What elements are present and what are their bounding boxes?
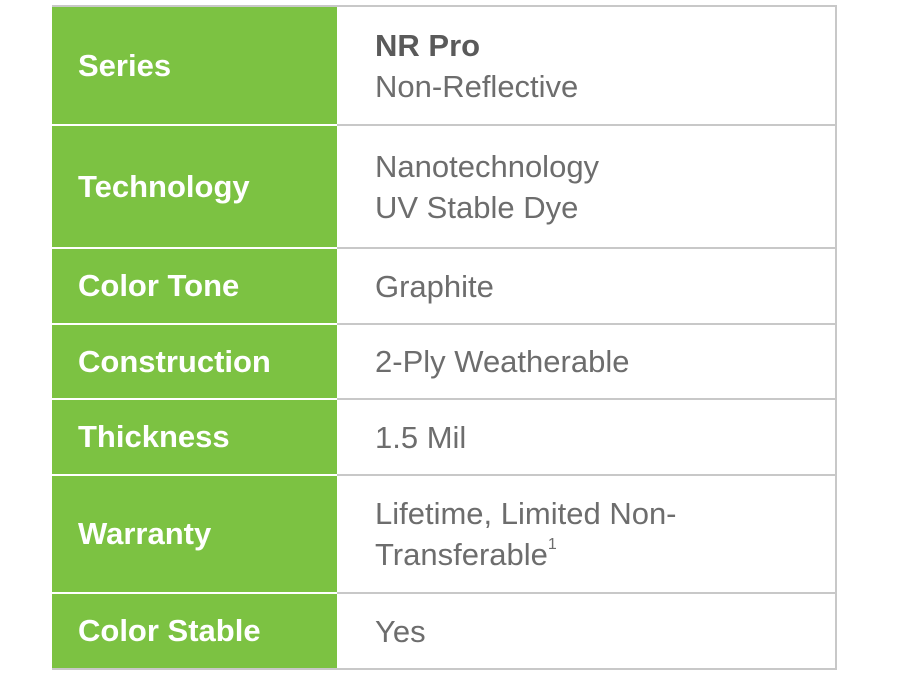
spec-table: Series NR Pro Non-Reflective Technology N… xyxy=(52,5,837,670)
row-value: Lifetime, Limited Non- Transferable1 xyxy=(337,476,835,594)
value-line: 1.5 Mil xyxy=(375,419,467,455)
row-color-stable: Color Stable Yes xyxy=(52,594,835,668)
value-line: Lifetime, Limited Non- xyxy=(375,496,677,531)
series-subtitle: Non-Reflective xyxy=(375,68,579,104)
row-value: Nanotechnology UV Stable Dye xyxy=(337,126,835,249)
row-value: 2-Ply Weatherable xyxy=(337,325,835,400)
footnote-marker: 1 xyxy=(547,536,557,553)
row-label: Construction xyxy=(52,325,337,400)
row-label: Technology xyxy=(52,126,337,249)
value-line: 2-Ply Weatherable xyxy=(375,344,630,379)
row-value: Yes xyxy=(337,594,835,668)
row-construction: Construction 2-Ply Weatherable xyxy=(52,325,835,400)
row-value: NR Pro Non-Reflective xyxy=(337,7,835,126)
row-label: Color Tone xyxy=(52,249,337,325)
value-line: Graphite xyxy=(375,268,494,304)
value-line: UV Stable Dye xyxy=(375,189,579,225)
row-value: 1.5 Mil xyxy=(337,400,835,476)
series-name: NR Pro xyxy=(375,27,481,63)
value-line: Transferable xyxy=(375,537,548,572)
value-line: Nanotechnology xyxy=(375,148,600,184)
row-technology: Technology Nanotechnology UV Stable Dye xyxy=(52,126,835,249)
value-line: Yes xyxy=(375,613,426,649)
row-series: Series NR Pro Non-Reflective xyxy=(52,7,835,126)
row-label: Series xyxy=(52,7,337,126)
row-label: Warranty xyxy=(52,476,337,594)
row-warranty: Warranty Lifetime, Limited Non- Transfera… xyxy=(52,476,835,594)
row-thickness: Thickness 1.5 Mil xyxy=(52,400,835,476)
row-label: Color Stable xyxy=(52,594,337,668)
row-label: Thickness xyxy=(52,400,337,476)
row-value: Graphite xyxy=(337,249,835,325)
row-color-tone: Color Tone Graphite xyxy=(52,249,835,325)
